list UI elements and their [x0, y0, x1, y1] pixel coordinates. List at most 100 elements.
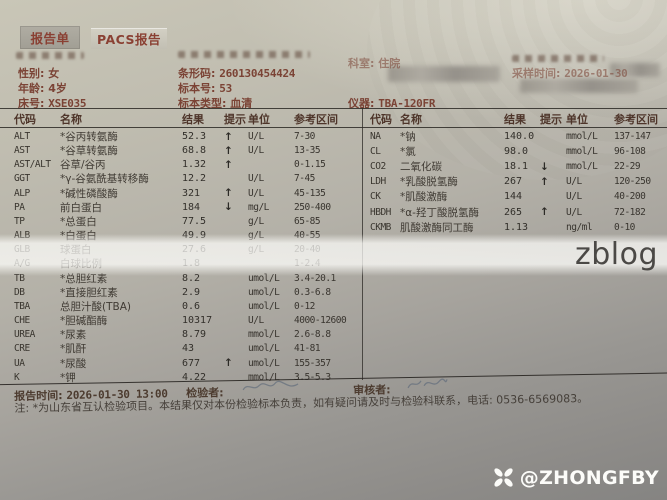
cell-unit: ng/ml	[566, 221, 593, 233]
cell-result: 321	[182, 187, 201, 199]
patient-sampling-time-label: 采样时间:	[512, 67, 561, 80]
patient-age-value: 4岁	[48, 82, 67, 95]
cell-code: CHE	[14, 315, 30, 327]
cell-result: 8.79	[182, 329, 207, 341]
patient-sample-no-value: 53	[219, 82, 232, 95]
cell-range: 96-108	[614, 146, 646, 158]
cell-code: CO2	[370, 161, 386, 173]
cell-code: A/G	[14, 258, 30, 270]
left-table-header: 代码 名称 结果 提示 单位 参考区间	[10, 111, 360, 126]
patient-sample-no-label: 标本号:	[178, 82, 216, 95]
patient-bed-label: 床号:	[18, 97, 45, 110]
cell-result: 140.0	[504, 131, 535, 143]
cell-result: 18.1	[504, 161, 529, 173]
cell-result: 1.32	[182, 159, 207, 171]
cell-range: 40-200	[614, 191, 646, 203]
cell-unit: g/L	[248, 244, 264, 256]
lab-row: CO2 二氧化碳 18.1 ↓ mmol/L 22-29	[366, 159, 665, 174]
right-table-header: 代码 名称 结果 提示 单位 参考区间	[366, 111, 665, 126]
cell-range: 3.5-5.3	[294, 371, 331, 383]
cell-range: 250-400	[294, 201, 331, 213]
cell-unit: mmol/L	[248, 371, 280, 383]
cell-name: *碱性磷酸酶	[60, 187, 118, 200]
patient-age-label: 年龄:	[18, 82, 45, 95]
patient-sample-type-label: 标本类型:	[178, 97, 227, 110]
cell-flag: ↓	[224, 201, 233, 214]
header-range: 参考区间	[614, 113, 658, 126]
clover-logo-icon	[494, 468, 513, 487]
cell-range: 155-357	[294, 357, 331, 369]
cell-unit: U/L	[248, 145, 264, 157]
cell-range: 0-12	[294, 300, 315, 312]
cell-unit: umol/L	[248, 343, 280, 355]
cell-flag: ↑	[540, 175, 549, 188]
cell-code: GGT	[14, 173, 30, 185]
cell-range: 13-35	[294, 145, 321, 157]
cell-range: 20-40	[294, 244, 321, 256]
cell-name: 二氧化碳	[400, 161, 442, 174]
lab-row: UREA *尿素 8.79 mmol/L 2.6-8.8	[10, 327, 360, 341]
cell-result: 98.0	[504, 146, 529, 158]
lab-row: ALP *碱性磷酸酶 321 ↑ U/L 45-135	[10, 186, 360, 200]
lab-row: CK *肌酸激酶 144 U/L 40-200	[366, 189, 665, 204]
cell-code: HBDH	[370, 206, 391, 218]
patient-dept-label: 科室:	[348, 57, 375, 70]
header-name: 名称	[400, 113, 422, 126]
lab-row: AST/ALT 谷草/谷丙 1.32 ↑ 0-1.15	[10, 157, 360, 172]
patient-barcode-value: 260130454424	[219, 67, 296, 80]
lab-row: NA *钠 140.0 mmol/L 137-147	[366, 129, 665, 144]
tab-pacs-report[interactable]: PACS报告	[91, 28, 167, 49]
cell-code: LDH	[370, 176, 386, 188]
header-unit: 单位	[248, 113, 270, 126]
cell-name: *肌酸激酶	[400, 191, 448, 204]
cell-range: 0-1.15	[294, 159, 326, 171]
cell-code: UA	[14, 357, 25, 369]
cell-range: 65-85	[294, 215, 321, 227]
cell-result: 265	[504, 206, 523, 218]
cell-name: *氯	[400, 146, 416, 159]
cell-name: 前白蛋白	[60, 201, 102, 214]
patient-sample-type: 标本类型: 血清	[178, 95, 252, 111]
cell-code: K	[14, 371, 20, 383]
cell-code: GLB	[14, 244, 30, 256]
cell-unit: g/L	[248, 215, 264, 227]
table-header-rule	[0, 126, 667, 128]
cell-code: CRE	[14, 343, 30, 355]
patient-bed: 床号: XSE035	[18, 95, 86, 111]
cell-name: 球蛋白	[60, 244, 92, 257]
cell-name: *肌酐	[60, 343, 87, 356]
credit-text: @ZHONGFBY	[519, 466, 659, 489]
lab-row: CHE *胆碱酯酶 10317 U/L 4000-12600	[10, 313, 360, 327]
cell-code: UREA	[14, 329, 35, 341]
cell-unit: U/L	[566, 191, 582, 203]
cell-result: 77.5	[182, 215, 207, 227]
lab-row: CRE *肌酐 43 umol/L 41-81	[10, 341, 360, 355]
cell-range: 72-182	[614, 206, 646, 218]
table-divider-rule	[362, 108, 364, 380]
cell-result: 144	[504, 191, 523, 203]
cell-name: *γ-谷氨酰基转移酶	[60, 173, 149, 186]
cell-name: *胆碱酯酶	[60, 315, 108, 328]
tab-report[interactable]: 报告单	[20, 26, 80, 49]
cell-range: 41-81	[294, 343, 321, 355]
header-code: 代码	[14, 113, 36, 126]
cell-unit: umol/L	[248, 286, 280, 298]
lab-row: CKMB 肌酸激酶同工酶 1.13 ng/ml 0-10	[366, 220, 665, 235]
cell-flag: ↓	[540, 160, 549, 173]
patient-sampling-time: 采样时间: 2026-01-30	[512, 65, 628, 81]
cell-name: 白球比例	[60, 258, 102, 271]
lab-row: TP *总蛋白 77.5 g/L 65-85	[10, 214, 360, 228]
cell-unit: U/L	[248, 173, 264, 185]
header-name: 名称	[60, 113, 82, 126]
lab-row: UA *尿酸 677 ↑ umol/L 155-357	[10, 356, 360, 370]
cell-unit: U/L	[566, 206, 582, 218]
credit-badge: @ZHONGFBY	[490, 464, 659, 491]
cell-range: 137-147	[614, 131, 651, 143]
header-result: 结果	[504, 113, 526, 126]
cell-unit: U/L	[248, 131, 264, 142]
cell-name: *钾	[60, 371, 76, 384]
cell-name: *尿酸	[60, 357, 87, 370]
cell-unit: mmol/L	[566, 146, 598, 158]
cell-range: 22-29	[614, 161, 641, 173]
cell-code: PA	[14, 201, 25, 213]
